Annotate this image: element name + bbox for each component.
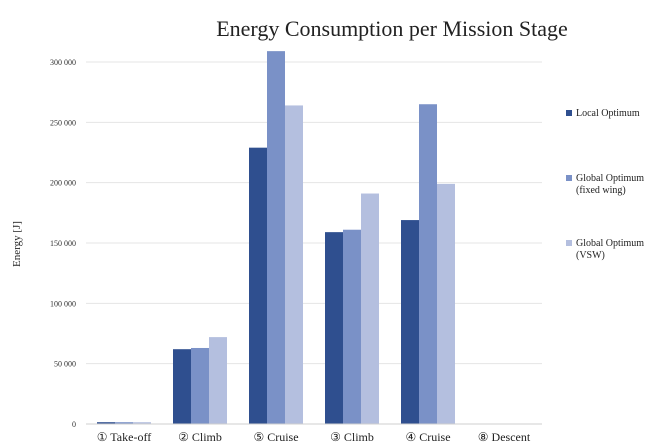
bars [97, 51, 455, 424]
gridlines [86, 61, 542, 365]
y-tick-label: 0 [72, 420, 76, 429]
y-axis-label: Energy [J] [11, 221, 23, 267]
y-tick-label: 200 000 [50, 179, 76, 188]
bar [209, 337, 227, 424]
bar [361, 193, 379, 424]
legend-label: Local Optimum [576, 108, 640, 119]
x-tick-label: ⑤ Cruise [253, 430, 298, 444]
legend-swatch [566, 110, 572, 116]
category-labels: ① Take-off ② Climb ⑤ Cruise ③ Climb ④ Cruise… [97, 430, 531, 444]
y-tick-label: 250 000 [50, 118, 76, 127]
x-tick-label: ② Climb [178, 430, 222, 444]
legend-label: (fixed wing) [576, 185, 626, 196]
bar [343, 229, 361, 424]
legend-label: Global Optimum [576, 173, 644, 184]
y-tick-label: 300 000 [50, 58, 76, 67]
y-tick-labels: 0 50 000 100 000 150 000 200 000 250 000 300 0… [50, 58, 76, 429]
y-tick-label: 150 000 [50, 239, 76, 248]
bar [437, 183, 455, 424]
bar [419, 104, 437, 424]
chart-title: Energy Consumption per Mission Stage [216, 16, 568, 41]
x-tick-label: ③ Climb [330, 430, 374, 444]
legend-swatch [566, 175, 572, 181]
x-tick-label: ⑧ Descent [478, 430, 531, 444]
legend-label: (VSW) [576, 250, 605, 261]
bar [97, 422, 115, 424]
y-tick-label: 50 000 [54, 360, 76, 369]
bar [133, 422, 151, 424]
bar [267, 51, 285, 424]
bar [325, 232, 343, 424]
legend-item: Global Optimum(fixed wing) [566, 173, 644, 196]
bar [173, 349, 191, 424]
x-tick-label: ④ Cruise [405, 430, 450, 444]
legend-swatch [566, 240, 572, 246]
x-tick-label: ① Take-off [97, 430, 151, 444]
y-tick-label: 100 000 [50, 299, 76, 308]
bar [115, 422, 133, 424]
legend-item: Local Optimum [566, 108, 640, 119]
legend-label: Global Optimum [576, 238, 644, 249]
bar [249, 147, 267, 424]
legend-item: Global Optimum(VSW) [566, 238, 644, 261]
bar [191, 347, 209, 424]
bar [401, 220, 419, 424]
bar [285, 105, 303, 424]
